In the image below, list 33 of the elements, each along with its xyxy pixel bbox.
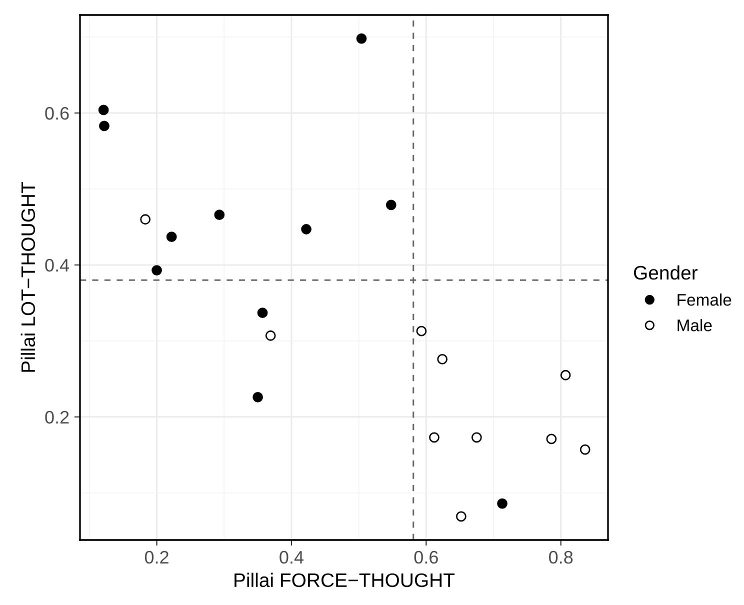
point (152, 265, 162, 276)
x-tick-label: 0.8 (549, 550, 573, 564)
legend-label: Male (678, 319, 712, 332)
point (252, 392, 263, 402)
point (99, 120, 110, 132)
legend-title: Gender (634, 265, 698, 280)
y-tick-label: 0.6 (45, 106, 69, 120)
y-axis-title: Pillai LOT−THOUGHT (20, 182, 36, 372)
point (546, 434, 557, 444)
point (437, 354, 448, 364)
point (301, 224, 312, 234)
point (560, 370, 571, 380)
point (257, 308, 268, 318)
point (166, 232, 177, 242)
point (429, 432, 440, 443)
y-tick-label: 0.4 (45, 258, 70, 272)
point (98, 104, 109, 116)
legend-label: Female (678, 294, 732, 306)
x-tick-label: 0.6 (414, 550, 438, 564)
point (265, 330, 276, 341)
point (356, 33, 367, 44)
point (580, 444, 590, 455)
point (456, 511, 466, 522)
x-tick-label: 0.4 (280, 550, 304, 564)
point (416, 326, 427, 336)
point (386, 200, 396, 210)
x-tick-label: 0.2 (144, 550, 168, 564)
x-axis-title: Pillai FORCE−THOUGHT (234, 572, 455, 588)
point (140, 214, 151, 225)
point (497, 498, 508, 509)
point (214, 210, 225, 220)
point (471, 432, 482, 443)
y-tick-label: 0.2 (45, 410, 69, 424)
